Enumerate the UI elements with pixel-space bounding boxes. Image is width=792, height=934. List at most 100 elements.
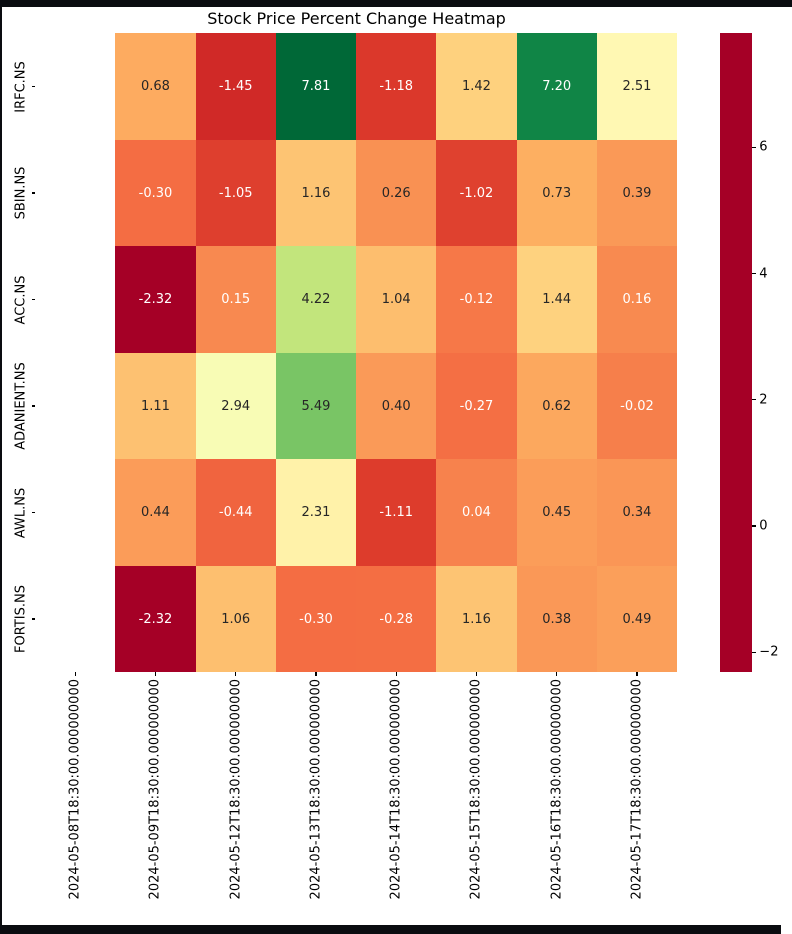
cell-value: 2.31 (301, 505, 331, 521)
chart-title: Stock Price Percent Change Heatmap (207, 9, 506, 28)
heatmap-cell: -0.44 (195, 459, 276, 566)
cell-value: 5.49 (301, 398, 331, 414)
heatmap-cell: -0.02 (596, 352, 678, 460)
heatmap-cell: 0.38 (516, 565, 597, 673)
cell-value: -0.30 (299, 611, 333, 627)
y-axis-label: FORTIS.NS (13, 585, 29, 654)
heatmap-cell: -1.45 (195, 33, 276, 140)
cell-value: -2.32 (138, 611, 173, 627)
heatmap-cell: 0.04 (436, 459, 517, 566)
heatmap-cell: -1.05 (195, 139, 276, 247)
colorbar-tick-mark (752, 273, 756, 275)
heatmap-cell: -2.32 (115, 246, 196, 353)
cell-value: -0.27 (459, 398, 494, 414)
colorbar-tick-label: 0 (759, 518, 768, 534)
heatmap-cell: 1.42 (436, 33, 517, 140)
heatmap-cell: -1.02 (436, 139, 517, 247)
y-axis-label: ACC.NS (13, 275, 29, 325)
cell-value: 1.06 (221, 611, 251, 627)
heatmap-cell: 2.94 (195, 352, 276, 460)
heatmap-cell: -1.11 (356, 459, 437, 566)
heatmap-cell: 0.26 (356, 139, 437, 247)
x-axis-label: 2024-05-17T18:30:00.000000000 (629, 679, 645, 900)
window-edge-top (0, 0, 792, 7)
colorbar-tick-label: 4 (759, 266, 768, 282)
heatmap-cell: 1.16 (436, 565, 517, 673)
heatmap-cell: -2.32 (115, 565, 196, 673)
cell-value: 0.16 (622, 292, 652, 308)
y-axis-label: IRFC.NS (13, 60, 29, 113)
cell-value: 0.68 (140, 79, 170, 95)
x-tick-mark (475, 672, 478, 676)
x-tick-mark (74, 672, 76, 676)
heatmap-cell: 0.49 (596, 565, 678, 673)
cell-value: -0.30 (138, 185, 173, 201)
colorbar-tick-mark (752, 525, 756, 527)
cell-value: -0.12 (459, 292, 494, 308)
cell-value: 0.15 (221, 292, 251, 308)
colorbar-tick-label: −2 (759, 644, 779, 660)
heatmap-cell: -0.27 (436, 352, 517, 460)
cell-value: 7.20 (542, 79, 572, 95)
colorbar-tick-mark (752, 399, 756, 401)
heatmap-cell: 2.51 (596, 33, 678, 140)
heatmap-cell: 7.20 (516, 33, 597, 140)
x-axis-label: 2024-05-16T18:30:00.000000000 (549, 679, 565, 900)
cell-value: -0.02 (620, 398, 654, 414)
window-edge-bottom (0, 925, 781, 934)
x-tick-mark (154, 672, 157, 676)
heatmap-cell: 0.62 (516, 352, 597, 460)
colorbar-tick-label: 6 (759, 139, 768, 155)
heatmap-cell: 1.06 (195, 565, 276, 673)
heatmap-cell: 0.16 (596, 246, 678, 353)
x-tick-mark (235, 672, 237, 676)
y-tick-mark (31, 192, 36, 194)
heatmap-cell: 1.11 (115, 352, 196, 460)
cell-value: 0.04 (461, 505, 491, 521)
y-tick-mark (31, 405, 36, 407)
cell-value: 7.81 (301, 79, 331, 95)
x-axis-label: 2024-05-14T18:30:00.000000000 (388, 679, 404, 900)
cell-value: 1.16 (301, 185, 331, 201)
window-edge-left (0, 0, 2, 934)
cell-value: -1.11 (379, 505, 414, 521)
x-axis-label: 2024-05-13T18:30:00.000000000 (308, 679, 324, 900)
cell-value: -1.02 (459, 185, 494, 201)
cell-value: 0.44 (140, 505, 170, 521)
x-tick-mark (395, 672, 397, 676)
heatmap-cell: 4.22 (275, 246, 357, 353)
x-tick-mark (636, 672, 638, 676)
cell-value: 0.49 (622, 611, 652, 627)
cell-value: -2.32 (138, 292, 173, 308)
cell-value: 1.16 (461, 611, 491, 627)
cell-value: 1.11 (140, 398, 170, 414)
heatmap-cell: 0.73 (516, 139, 597, 247)
heatmap-cell: -0.12 (436, 246, 517, 353)
colorbar-tick-label: 2 (759, 392, 768, 408)
cell-value: 1.04 (381, 292, 411, 308)
y-tick-mark (31, 85, 36, 88)
x-tick-mark (315, 672, 317, 676)
heatmap-cell: 0.45 (516, 459, 597, 566)
heatmap-cell: 0.34 (596, 459, 678, 566)
heatmap-cell: 1.44 (516, 246, 597, 353)
cell-value: 1.44 (542, 292, 572, 308)
cell-value: 0.40 (381, 398, 411, 414)
y-tick-mark (31, 511, 36, 514)
y-axis-label: ADANIENT.NS (13, 362, 29, 450)
cell-value: -1.05 (218, 185, 253, 201)
cell-value: 4.22 (301, 292, 331, 308)
heatmap-cell: 0.15 (195, 246, 276, 353)
heatmap-cell: 0.44 (115, 459, 196, 566)
heatmap-cell: 0.39 (596, 139, 678, 247)
cell-value: 0.62 (542, 398, 572, 414)
cell-value: 0.26 (381, 185, 411, 201)
cell-value: 0.45 (542, 505, 572, 521)
cell-value: -1.45 (218, 79, 253, 95)
x-axis-label: 2024-05-08T18:30:00.000000000 (67, 679, 83, 900)
heatmap-cell: 0.68 (115, 33, 196, 140)
heatmap-cell: 1.16 (275, 139, 357, 247)
x-axis-label: 2024-05-15T18:30:00.000000000 (468, 679, 484, 900)
cell-value: 2.94 (221, 398, 251, 414)
